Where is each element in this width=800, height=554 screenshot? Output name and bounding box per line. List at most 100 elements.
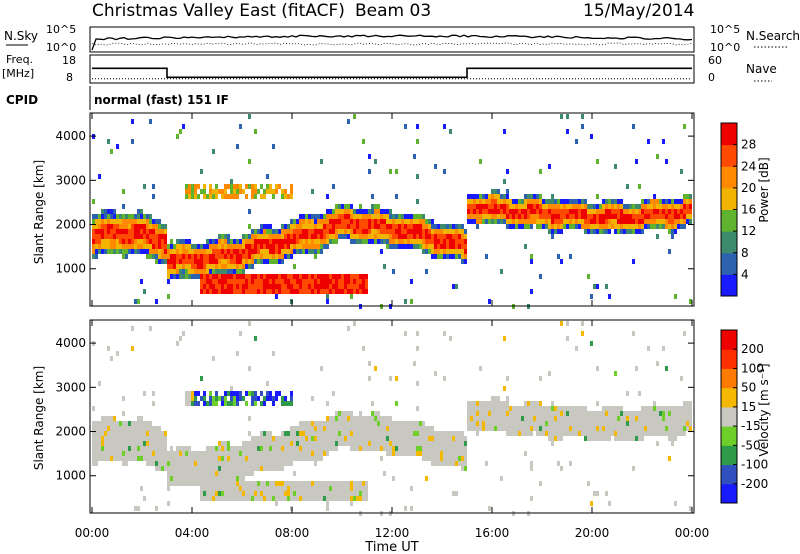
power-cell xyxy=(482,194,485,199)
velocity-cell xyxy=(347,426,350,431)
velocity-cell xyxy=(680,416,683,421)
velocity-cell xyxy=(551,406,554,411)
power-cell xyxy=(473,204,476,209)
power-cell xyxy=(557,224,560,229)
velocity-cell xyxy=(539,411,542,416)
velocity-cell xyxy=(647,431,650,436)
velocity-cell xyxy=(239,461,242,466)
power-cell xyxy=(572,199,575,204)
power-cell xyxy=(479,199,482,204)
velocity-cell xyxy=(368,431,371,436)
power-cell xyxy=(680,204,683,209)
velocity-cell xyxy=(107,451,110,456)
power-cell xyxy=(104,229,107,234)
velocity-cell xyxy=(152,436,155,441)
power-cell xyxy=(281,259,284,264)
velocity-cell xyxy=(251,496,254,501)
power-cell xyxy=(92,254,95,259)
velocity-cell xyxy=(503,386,506,391)
velocity-cell xyxy=(122,456,125,461)
power-cell xyxy=(248,224,251,229)
velocity-cell xyxy=(395,421,398,426)
velocity-cell xyxy=(146,456,149,461)
power-cell xyxy=(338,209,341,214)
velocity-cell xyxy=(341,436,344,441)
power-cell xyxy=(689,299,692,304)
velocity-cell xyxy=(248,456,251,461)
velocity-cell xyxy=(566,416,569,421)
velocity-cell xyxy=(341,491,344,496)
power-cell xyxy=(515,219,518,224)
power-cell xyxy=(92,234,95,239)
velocity-cell xyxy=(443,436,446,441)
velocity-cell xyxy=(374,421,377,426)
power-cell xyxy=(320,229,323,234)
power-cell xyxy=(182,274,185,279)
velocity-cell xyxy=(659,426,662,431)
velocity-cell xyxy=(203,476,206,481)
velocity-cell xyxy=(497,421,500,426)
velocity-cell xyxy=(671,411,674,416)
power-cell xyxy=(527,199,530,204)
velocity-cell xyxy=(377,416,380,421)
power-cell xyxy=(101,209,104,214)
velocity-cell xyxy=(446,446,449,451)
power-cell xyxy=(302,234,305,239)
power-cell xyxy=(470,199,473,204)
power-cell xyxy=(446,244,449,249)
velocity-cell xyxy=(410,436,413,441)
velocity-cell xyxy=(650,421,653,426)
power-cell xyxy=(281,274,284,279)
velocity-cell xyxy=(551,431,554,436)
power-cell xyxy=(302,249,305,254)
velocity-cell xyxy=(422,431,425,436)
power-cell xyxy=(542,204,545,209)
velocity-cell xyxy=(431,426,434,431)
velocity-cell xyxy=(227,441,230,446)
velocity-cell xyxy=(569,431,572,436)
power-cell xyxy=(680,219,683,224)
velocity-cell xyxy=(689,421,692,426)
velocity-cell xyxy=(644,421,647,426)
velocity-cell xyxy=(299,431,302,436)
velocity-cell xyxy=(92,406,95,411)
power-cell xyxy=(323,279,326,284)
power-cell xyxy=(203,254,206,259)
velocity-cell xyxy=(227,461,230,466)
power-cell xyxy=(620,219,623,224)
velocity-cell xyxy=(353,421,356,426)
velocity-cell xyxy=(644,426,647,431)
power-cell xyxy=(659,219,662,224)
velocity-cell xyxy=(407,431,410,436)
power-cell xyxy=(284,254,287,259)
nsky-tick-top: 10^5 xyxy=(46,23,76,36)
velocity-cell xyxy=(689,411,692,416)
velocity-cell xyxy=(110,431,113,436)
power-cell xyxy=(296,279,299,284)
power-cell xyxy=(476,199,479,204)
velocity-cell xyxy=(428,446,431,451)
velocity-cell xyxy=(206,491,209,496)
power-cell xyxy=(134,229,137,234)
velocity-cell xyxy=(401,446,404,451)
velocity-cell xyxy=(686,416,689,421)
velocity-cell xyxy=(167,486,170,491)
power-cell xyxy=(257,189,260,194)
velocity-cell xyxy=(323,446,326,451)
power-cell xyxy=(539,199,542,204)
power-cell xyxy=(494,209,497,214)
velocity-cell xyxy=(275,441,278,446)
velocity-cell xyxy=(212,461,215,466)
velocity-cell xyxy=(188,401,191,406)
colorbar-segment xyxy=(721,464,737,485)
power-cell xyxy=(251,284,254,289)
power-cell xyxy=(143,214,146,219)
velocity-cell xyxy=(119,451,122,456)
velocity-cell xyxy=(443,446,446,451)
power-cell xyxy=(152,219,155,224)
velocity-cell xyxy=(278,441,281,446)
velocity-cell xyxy=(527,411,530,416)
power-cell xyxy=(380,234,383,239)
velocity-cell xyxy=(218,446,221,451)
power-cell xyxy=(308,274,311,279)
